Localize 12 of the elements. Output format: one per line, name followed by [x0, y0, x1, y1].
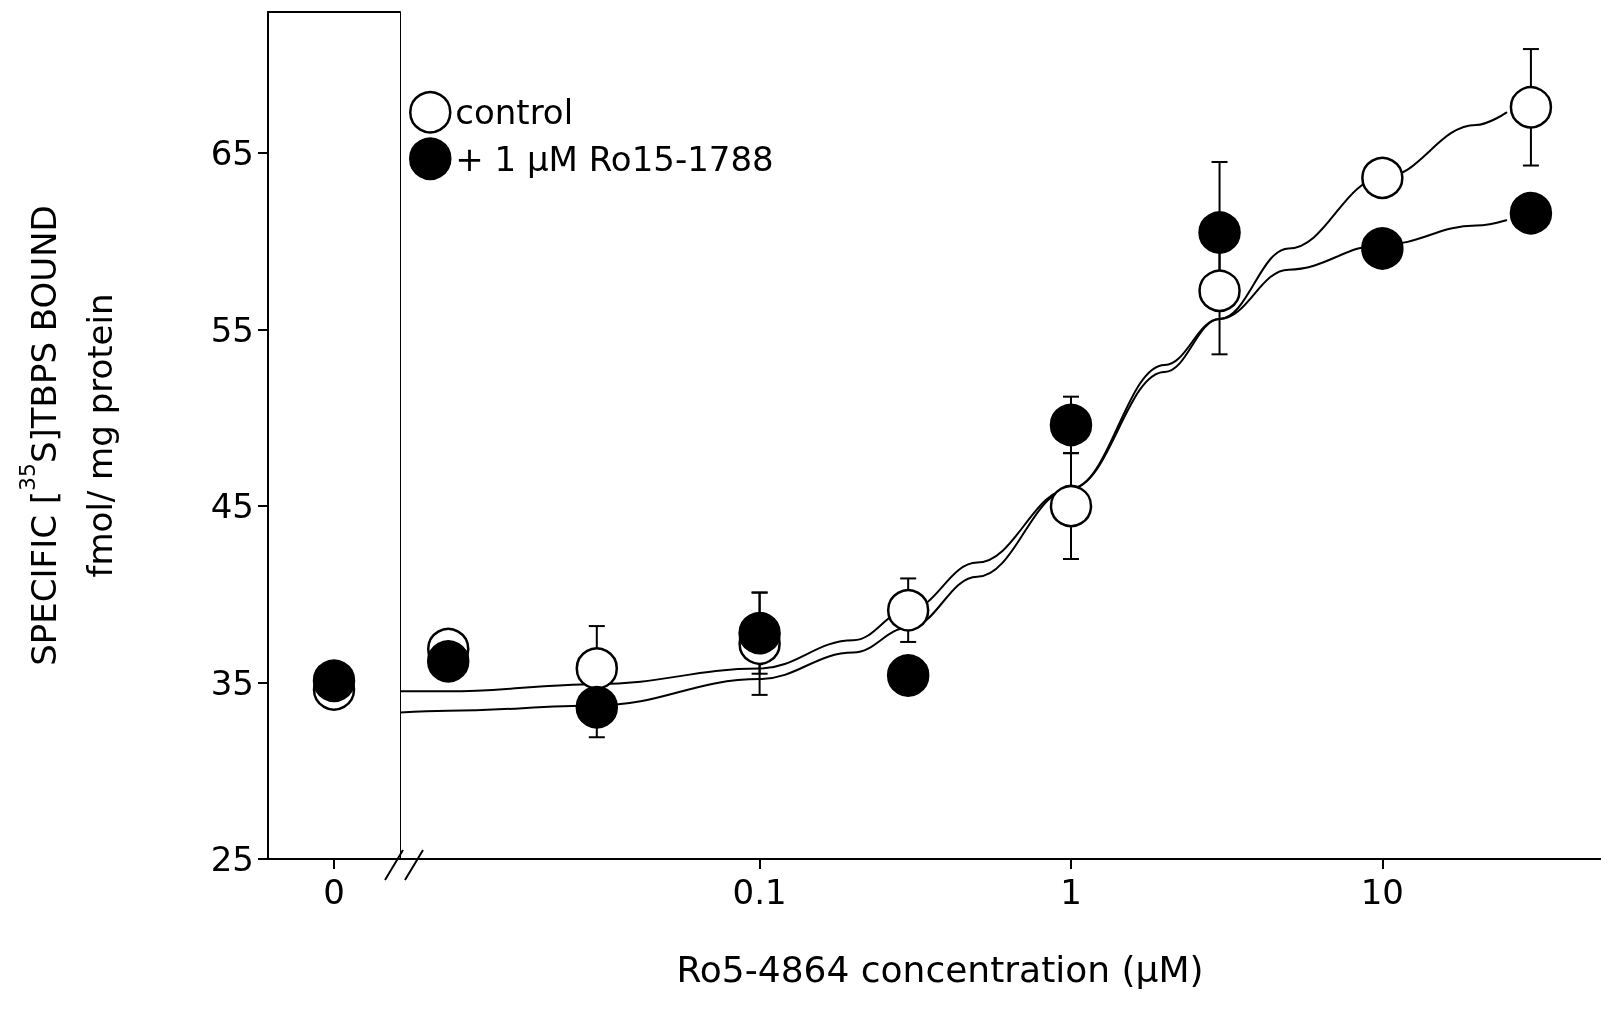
legend-label: control: [455, 92, 574, 133]
x-axis-title: Ro5-4864 concentration (μM): [676, 948, 1204, 990]
y-tick-label: 45: [210, 486, 254, 527]
y-tick-label: 35: [210, 662, 254, 703]
x-tick-label: 1: [1060, 872, 1082, 912]
legend-label: + 1 μM Ro15-1788: [455, 138, 774, 179]
x-tick-label: 0.1: [732, 872, 787, 912]
y-tick-label: 55: [210, 309, 254, 350]
y-tick-label: 25: [210, 839, 254, 879]
x-tick-label: 10: [1360, 872, 1404, 912]
y-tick-label: 65: [210, 133, 254, 174]
x-tick-label: 0: [323, 872, 345, 912]
